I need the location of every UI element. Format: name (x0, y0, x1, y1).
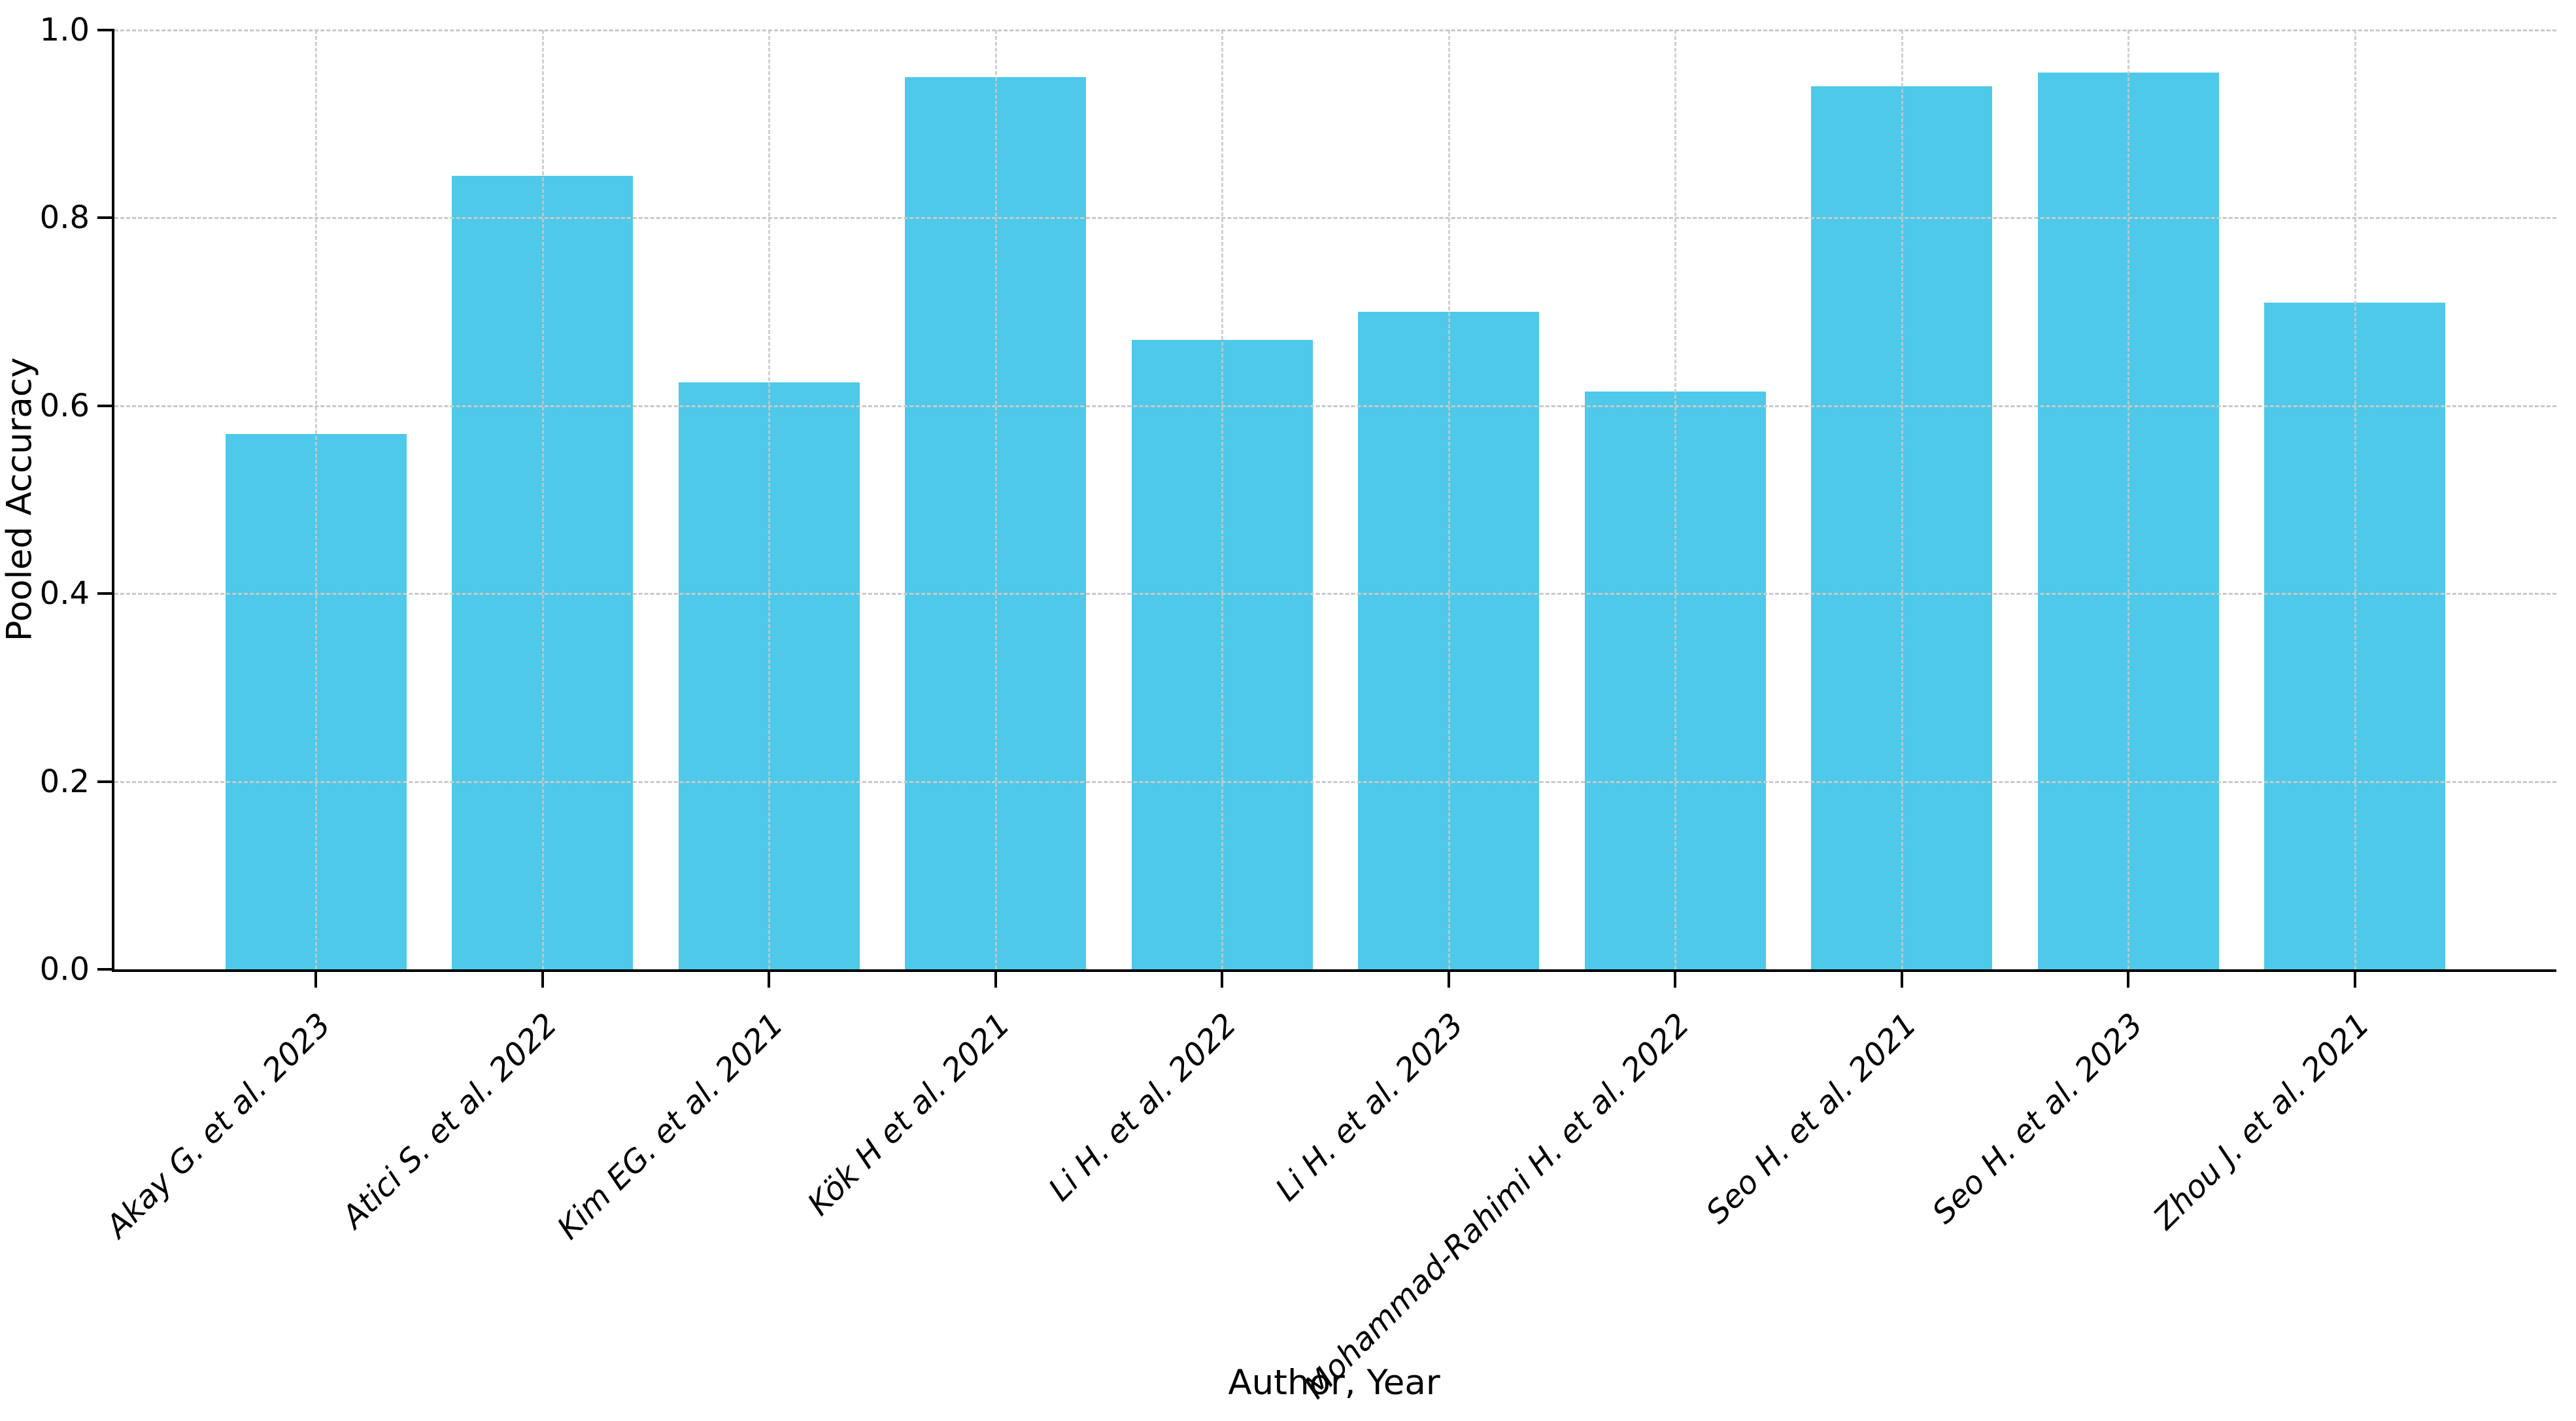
v-gridline (995, 30, 997, 969)
y-tick-mark (97, 968, 114, 971)
x-tick-mark (1221, 972, 1223, 988)
h-gridline (114, 405, 2556, 407)
x-tick-label: Mohammad-Rahimi H. et al. 2022 (1296, 1006, 1697, 1406)
x-tick-label: Akay G. et al. 2023 (99, 1006, 338, 1245)
x-tick-mark (314, 972, 317, 988)
y-tick-label: 0.2 (39, 763, 90, 800)
x-axis-title: Author, Year (1228, 1363, 1440, 1403)
x-tick-label: Zhou J. et al. 2021 (2146, 1006, 2377, 1237)
x-tick-label: Atici S. et al. 2022 (335, 1006, 565, 1236)
v-gridline (1221, 30, 1223, 969)
x-tick-label: Seo H. et al. 2023 (1925, 1006, 2150, 1231)
v-gridline (2354, 30, 2356, 969)
v-gridline (1901, 30, 1903, 969)
y-tick-mark (97, 29, 114, 31)
x-axis-spine (112, 969, 2556, 972)
x-tick-mark (2127, 972, 2129, 988)
x-tick-mark (541, 972, 544, 988)
y-tick-label: 0.8 (39, 199, 90, 237)
y-tick-mark (97, 216, 114, 220)
v-gridline (1448, 30, 1450, 969)
y-tick-mark (97, 592, 114, 595)
v-gridline (768, 30, 770, 969)
h-gridline (114, 593, 2556, 595)
h-gridline (114, 780, 2556, 783)
v-gridline (2127, 30, 2129, 969)
y-tick-label: 0.4 (39, 575, 90, 612)
y-axis-spine (112, 30, 114, 972)
y-tick-label: 1.0 (39, 12, 90, 48)
x-tick-mark (1674, 972, 1676, 988)
x-tick-mark (994, 972, 997, 988)
y-tick-label: 0.0 (39, 951, 90, 988)
x-tick-mark (1901, 972, 1903, 988)
h-gridline (114, 29, 2556, 31)
x-tick-mark (1448, 972, 1450, 988)
y-tick-mark (97, 404, 114, 407)
y-tick-label: 0.6 (39, 387, 90, 424)
v-gridline (315, 30, 317, 969)
h-gridline (114, 217, 2556, 220)
x-tick-label: Li H. et al. 2023 (1268, 1006, 1471, 1209)
v-gridline (1674, 30, 1676, 969)
x-tick-label: Kök H et al. 2021 (800, 1006, 1018, 1223)
y-tick-mark (97, 780, 114, 783)
x-tick-label: Seo H. et al. 2021 (1699, 1006, 1924, 1231)
x-tick-label: Kim EG. et al. 2021 (550, 1006, 791, 1247)
x-tick-mark (2354, 972, 2356, 988)
v-gridline (542, 30, 544, 969)
x-tick-label: Li H. et al. 2022 (1042, 1006, 1244, 1209)
x-tick-mark (768, 972, 770, 988)
